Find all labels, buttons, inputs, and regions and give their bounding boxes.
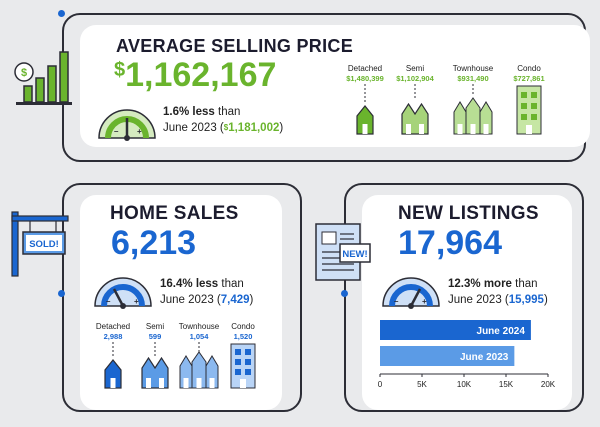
x-tick-label: 10K — [457, 380, 472, 389]
sales-type-label-townhouse: Townhouse — [178, 322, 220, 331]
x-tick-label: 5K — [417, 380, 427, 389]
asp-townhouse-icon — [453, 84, 493, 135]
gauge-plus: + — [137, 127, 142, 136]
new-listings-title: NEW LISTINGS — [398, 203, 539, 224]
sales-condo-icon — [230, 343, 256, 389]
new-badge-text: NEW! — [342, 249, 367, 260]
home-sales-than: than — [221, 278, 244, 290]
svg-text:$: $ — [21, 67, 27, 79]
gauge-plus: + — [422, 297, 427, 306]
sold-sign-text: SOLD! — [29, 239, 59, 250]
asp-type-value-semi: $1,102,904 — [396, 74, 434, 83]
sales-townhouse-icon — [179, 342, 219, 389]
sales-type-label-semi: Semi — [145, 322, 165, 331]
asp-currency: $ — [114, 59, 126, 81]
home-sales-change: 16.4% — [160, 278, 193, 290]
newspaper-icon: NEW! — [315, 223, 371, 281]
bar-growth-icon: $ — [14, 51, 72, 105]
sales-type-value-semi: 599 — [148, 332, 162, 341]
gauge-minus: – — [394, 297, 399, 306]
asp-condo-icon — [516, 85, 542, 135]
asp-change: 1.6% — [163, 106, 190, 118]
home-sales-value: 6,213 — [111, 224, 197, 262]
bar-label: June 2024 — [477, 326, 526, 337]
home-sales-gauge-icon: – + — [94, 277, 152, 309]
connector-dot — [58, 10, 65, 17]
x-tick-label: 15K — [499, 380, 514, 389]
home-sales-title: HOME SALES — [110, 203, 239, 224]
asp-type-value-detached: $1,480,399 — [346, 74, 384, 83]
sales-type-value-condo: 1,520 — [233, 332, 253, 341]
sold-sign-icon: SOLD! — [11, 211, 69, 277]
new-listings-direction: more — [483, 278, 512, 290]
asp-type-label-semi: Semi — [405, 64, 425, 73]
new-listings-comparison: 12.3% more than June 2023 (15,995) — [448, 278, 548, 306]
asp-type-label-townhouse: Townhouse — [452, 64, 494, 73]
sales-type-label-detached: Detached — [95, 322, 131, 331]
bar-june-2024 — [380, 320, 531, 340]
bar-label: June 2023 — [460, 352, 509, 363]
asp-than: than — [218, 106, 241, 118]
home-sales-prior-value: 7,429 — [220, 294, 250, 306]
asp-prior-currency: $ — [223, 123, 229, 132]
asp-prior-period: June 2023 — [163, 122, 217, 134]
asp-panel — [80, 25, 590, 147]
asp-direction: less — [192, 106, 215, 118]
asp-gauge-icon: – + — [98, 109, 156, 141]
home-sales-direction: less — [195, 278, 219, 290]
asp-type-value-townhouse: $931,490 — [457, 74, 489, 83]
sales-type-value-townhouse: 1,054 — [189, 332, 209, 341]
sales-detached-house-icon — [104, 342, 122, 389]
new-listings-prior-value: 15,995 — [508, 294, 544, 306]
home-sales-comparison: 16.4% less than June 2023 (7,429) — [160, 278, 254, 306]
new-listings-gauge-icon: – + — [382, 277, 440, 309]
new-listings-panel-frame — [344, 183, 584, 412]
home-sales-prior-period: June 2023 — [160, 294, 214, 306]
asp-prior-value: 1,181,002 — [228, 122, 280, 134]
asp-semi-house-icon — [401, 84, 429, 135]
new-listings-prior-period: June 2023 — [448, 294, 502, 306]
asp-type-value-condo: $727,861 — [513, 74, 545, 83]
listings-bar-chart: June 2024 June 2023 0 5K 10K 15K 20K — [378, 320, 556, 389]
new-listings-change: 12.3% — [448, 278, 481, 290]
asp-comparison: 1.6% less than June 2023 ($1,181,002) — [163, 106, 284, 134]
gauge-minus: – — [114, 127, 119, 136]
x-tick-label: 20K — [541, 380, 556, 389]
connector-dot — [341, 290, 348, 297]
sales-semi-house-icon — [141, 342, 169, 389]
asp-detached-house-icon — [356, 84, 374, 135]
sales-type-value-detached: 2,988 — [103, 332, 123, 341]
asp-type-label-detached: Detached — [347, 64, 383, 73]
asp-type-label-condo: Condo — [517, 64, 541, 73]
gauge-plus: + — [134, 297, 139, 306]
new-listings-than: than — [515, 278, 538, 290]
bar-june-2023 — [380, 346, 515, 366]
asp-number: 1,162,167 — [125, 56, 277, 94]
connector-dot — [58, 290, 65, 297]
asp-title: AVERAGE SELLING PRICE — [116, 36, 353, 56]
asp-value: $1,162,167 — [114, 56, 276, 95]
sales-type-label-condo: Condo — [231, 322, 255, 331]
x-tick-label: 0 — [378, 380, 383, 389]
new-listings-value: 17,964 — [398, 224, 502, 262]
home-sales-panel-frame — [62, 183, 302, 412]
gauge-minus: – — [106, 297, 111, 306]
